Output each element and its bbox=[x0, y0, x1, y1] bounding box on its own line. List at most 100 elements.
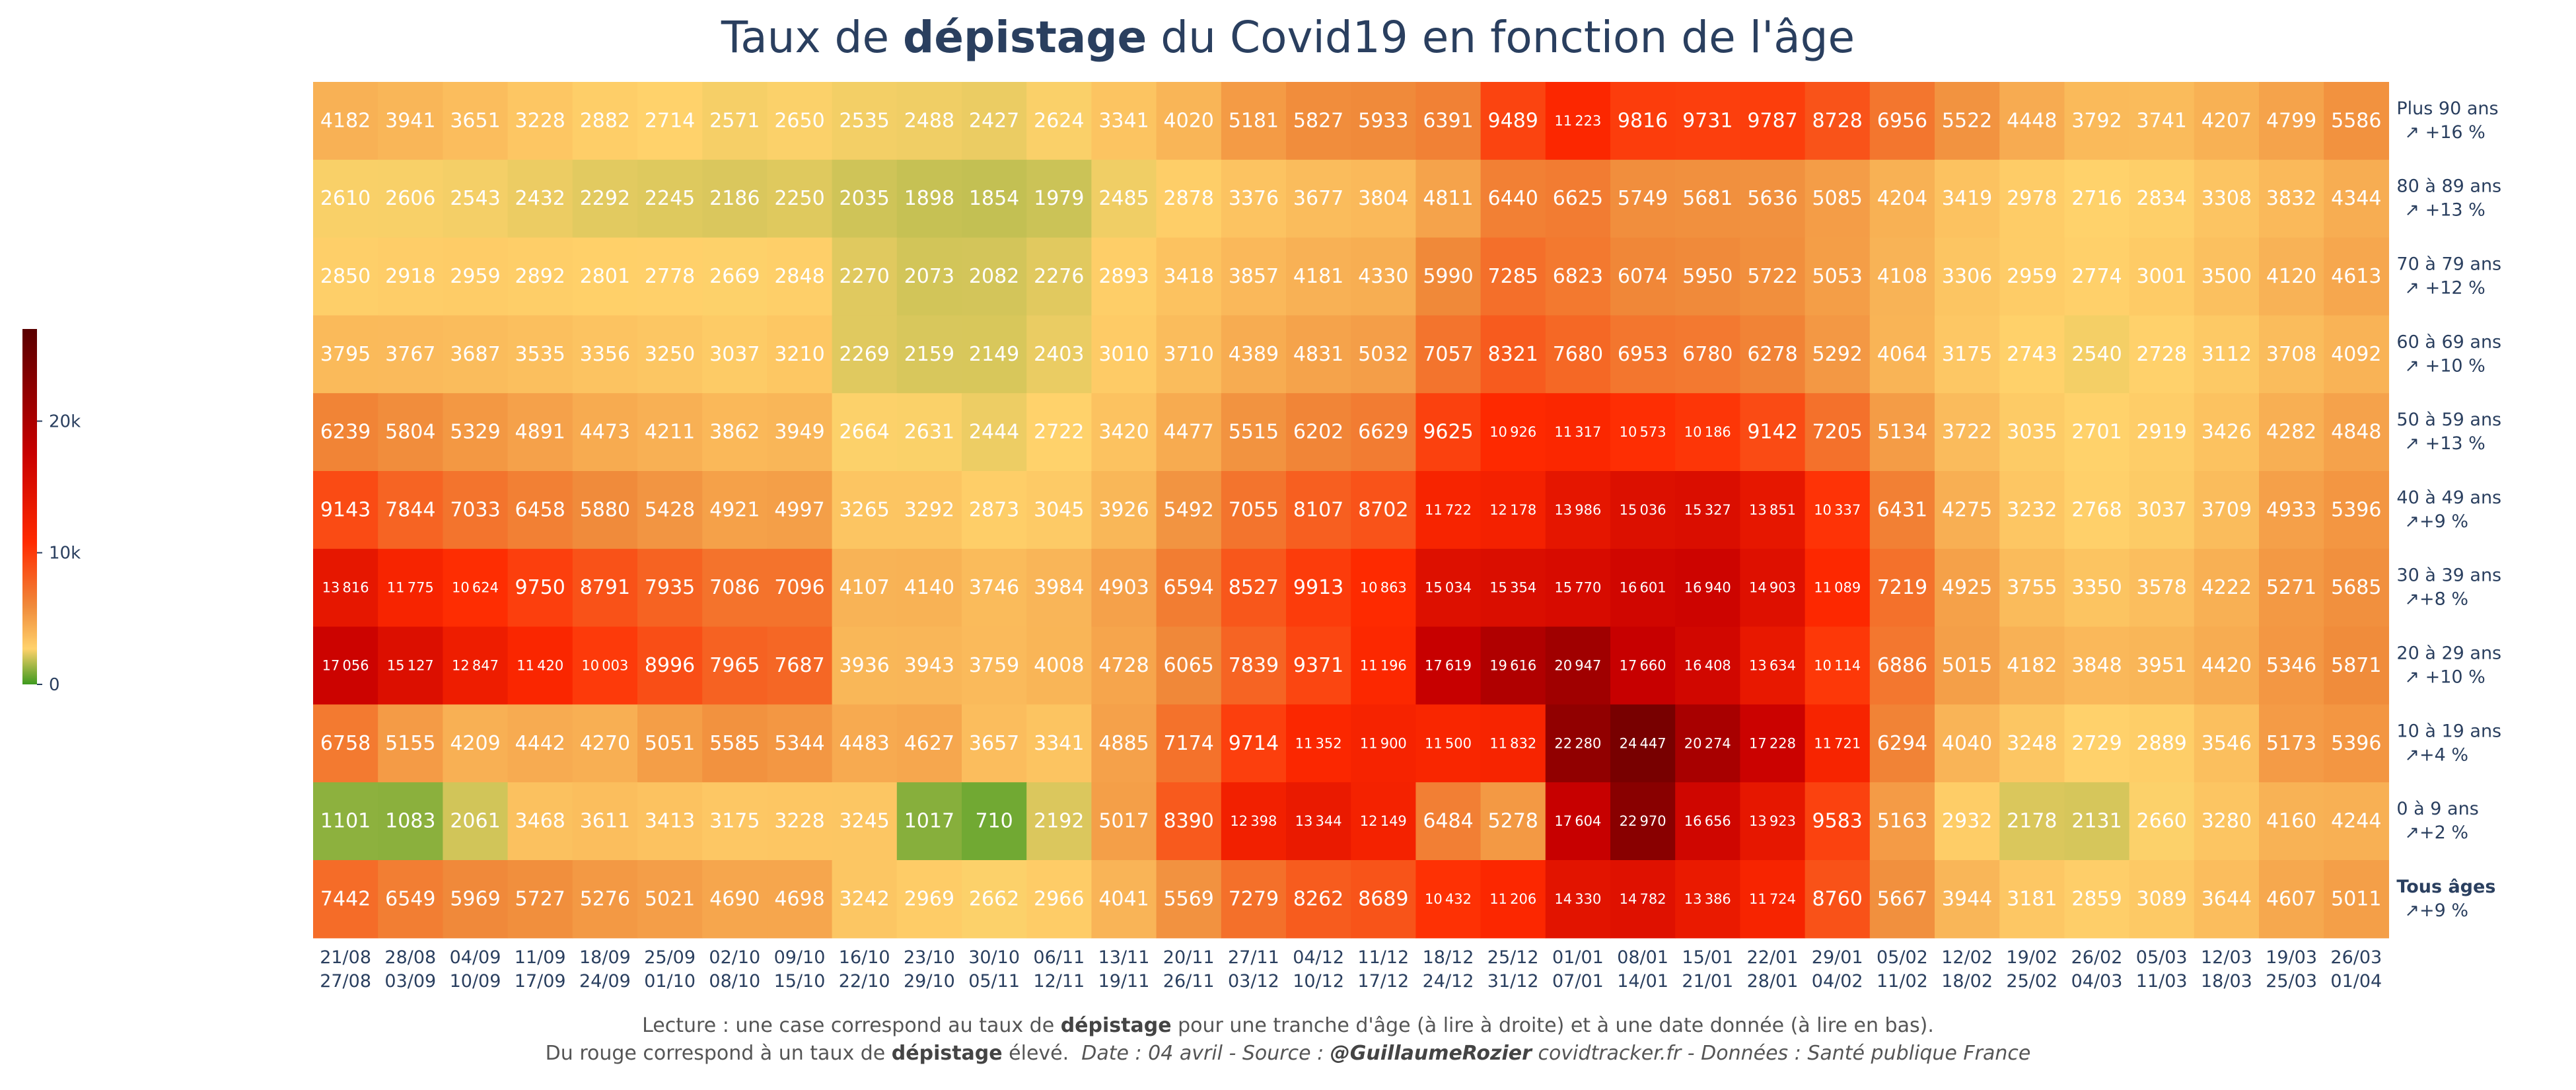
heatmap-cell bbox=[896, 548, 962, 628]
heatmap-cell bbox=[962, 237, 1027, 316]
cell-value: 5492 bbox=[1164, 498, 1214, 521]
heatmap-cell bbox=[1480, 237, 1546, 316]
cell-value: 3644 bbox=[2201, 887, 2252, 910]
cell-value: 3535 bbox=[515, 343, 565, 366]
cell-value: 13 816 bbox=[322, 580, 369, 596]
heatmap-cell bbox=[1286, 82, 1351, 161]
heatmap-cell bbox=[1999, 860, 2065, 939]
cell-value: 4997 bbox=[774, 498, 824, 521]
cell-value: 2873 bbox=[969, 498, 1019, 521]
heatmap-cell bbox=[2064, 159, 2130, 238]
footer-line1-bold: dépistage bbox=[1060, 1014, 1172, 1037]
x-tick-label: 04/12 bbox=[1293, 947, 1344, 968]
heatmap-cell bbox=[1091, 782, 1157, 861]
cell-value: 19 616 bbox=[1489, 658, 1536, 674]
heatmap-cell bbox=[637, 704, 703, 783]
heatmap-cell bbox=[1545, 159, 1611, 238]
cell-value: 5969 bbox=[450, 887, 500, 910]
heatmap-cell bbox=[637, 626, 703, 705]
heatmap-cell bbox=[1156, 860, 1222, 939]
cell-value: 14 330 bbox=[1554, 891, 1601, 907]
heatmap-cell bbox=[1286, 626, 1351, 705]
heatmap-cell bbox=[702, 548, 768, 628]
heatmap-cell bbox=[2259, 626, 2324, 705]
heatmap-cell bbox=[1740, 860, 1806, 939]
heatmap-cell bbox=[1156, 315, 1222, 394]
x-tick-label: 11/03 bbox=[2136, 971, 2188, 992]
cell-value: 20 947 bbox=[1554, 658, 1601, 674]
heatmap-cell bbox=[2259, 82, 2324, 161]
cell-value: 3578 bbox=[2137, 576, 2187, 599]
heatmap-cell bbox=[1805, 159, 1871, 238]
cell-value: 8527 bbox=[1229, 576, 1279, 599]
heatmap-cell bbox=[962, 704, 1027, 783]
heatmap-cell bbox=[637, 548, 703, 628]
heatmap-cell bbox=[1026, 159, 1092, 238]
cell-value: 22 970 bbox=[1620, 813, 1666, 829]
cell-value: 5827 bbox=[1293, 109, 1343, 132]
cell-value: 3941 bbox=[385, 109, 435, 132]
cell-value: 2850 bbox=[320, 265, 371, 288]
heatmap-cell bbox=[1935, 315, 2000, 394]
heatmap-cell bbox=[2194, 704, 2260, 783]
cell-value: 3350 bbox=[2071, 576, 2122, 599]
heatmap-cell bbox=[1221, 393, 1287, 472]
cell-value: 3710 bbox=[1164, 343, 1214, 366]
x-tick-label: 17/09 bbox=[515, 971, 566, 992]
heatmap-cell bbox=[443, 471, 509, 550]
heatmap-cell bbox=[1740, 548, 1806, 628]
heatmap-cell bbox=[572, 82, 638, 161]
heatmap-cell bbox=[1740, 159, 1806, 238]
heatmap-cells: 4182 3941 3651 3228 2882 2714 2571 2650 2535 2488… bbox=[313, 82, 2389, 939]
cell-value: 2403 bbox=[1034, 343, 1084, 366]
heatmap-cell bbox=[767, 782, 833, 861]
cell-value: 7205 bbox=[1812, 421, 1863, 444]
heatmap-cell bbox=[313, 315, 378, 394]
x-tick-label: 25/09 bbox=[644, 947, 696, 968]
x-tick-label: 16/10 bbox=[839, 947, 890, 968]
cell-value: 7839 bbox=[1229, 654, 1279, 677]
x-tick-label: 01/04 bbox=[2330, 971, 2382, 992]
cell-value: 15 354 bbox=[1489, 580, 1536, 596]
x-tick-label: 21/01 bbox=[1682, 971, 1733, 992]
cell-value: 3677 bbox=[1293, 187, 1343, 210]
heatmap-cell bbox=[572, 548, 638, 628]
cell-value: 2848 bbox=[774, 265, 824, 288]
heatmap-cell bbox=[962, 860, 1027, 939]
cell-value: 5085 bbox=[1812, 187, 1863, 210]
heatmap-cell bbox=[962, 782, 1027, 861]
heatmap-cell bbox=[896, 860, 962, 939]
cell-value: 3250 bbox=[645, 343, 695, 366]
heatmap-cell bbox=[1869, 782, 1935, 861]
cell-value: 2543 bbox=[450, 187, 500, 210]
cell-value: 5032 bbox=[1358, 343, 1408, 366]
cell-value: 3232 bbox=[2007, 498, 2057, 521]
heatmap-cell bbox=[2324, 626, 2389, 705]
heatmap-cell bbox=[313, 548, 378, 628]
cell-value: 22 280 bbox=[1554, 735, 1601, 751]
x-tick-label: 18/03 bbox=[2201, 971, 2252, 992]
cell-value: 3248 bbox=[2007, 732, 2057, 755]
heatmap-cell bbox=[507, 548, 573, 628]
heatmap-cell bbox=[1351, 782, 1416, 861]
cell-value: 2882 bbox=[580, 109, 630, 132]
cell-value: 14 903 bbox=[1749, 580, 1796, 596]
cell-value: 11 900 bbox=[1360, 735, 1407, 751]
x-tick-label: 27/11 bbox=[1228, 947, 1279, 968]
cell-value: 6953 bbox=[1618, 343, 1668, 366]
cell-value: 1854 bbox=[969, 187, 1019, 210]
cell-value: 1017 bbox=[904, 810, 954, 833]
colorbar-tick-label: 20k bbox=[49, 412, 81, 432]
cell-value: 10 926 bbox=[1489, 424, 1536, 440]
heatmap-cell bbox=[1740, 393, 1806, 472]
heatmap-cell bbox=[962, 626, 1027, 705]
heatmap-cell bbox=[2129, 82, 2195, 161]
cell-value: 3420 bbox=[1098, 421, 1149, 444]
heatmap-cell bbox=[1545, 704, 1611, 783]
row-trend: ↗+4 % bbox=[2404, 745, 2468, 765]
heatmap-cell bbox=[702, 237, 768, 316]
cell-value: 6594 bbox=[1164, 576, 1214, 599]
cell-value: 3426 bbox=[2201, 421, 2252, 444]
cell-value: 4344 bbox=[2331, 187, 2381, 210]
cell-value: 3228 bbox=[774, 810, 824, 833]
